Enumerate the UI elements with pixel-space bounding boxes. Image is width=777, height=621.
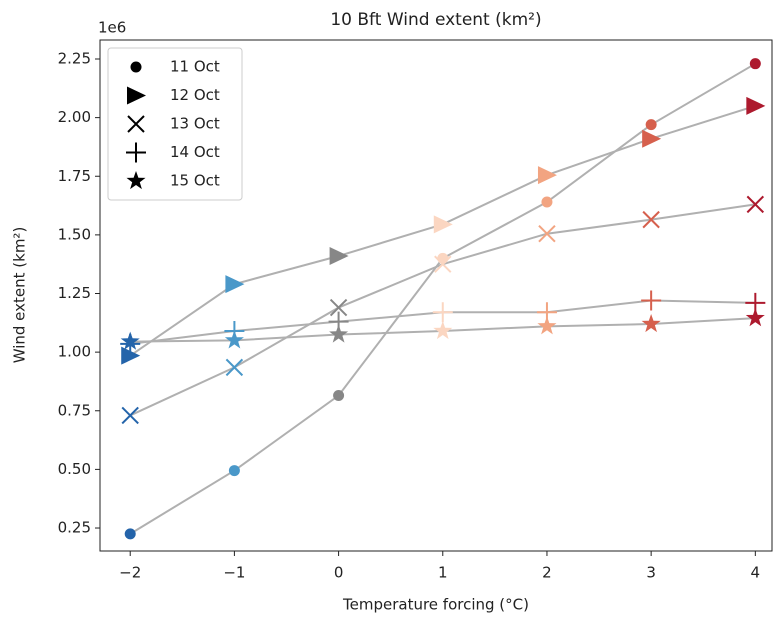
y-tick-label: 1.50 [58, 225, 91, 243]
chart-title: 10 Bft Wind extent (km²) [330, 10, 541, 30]
x-tick-label: 2 [542, 564, 552, 582]
data-point [120, 331, 140, 350]
data-point [333, 390, 345, 402]
x-tick-label: 3 [646, 564, 656, 582]
y-axis-label: Wind extent (km²) [11, 227, 29, 364]
data-point [642, 129, 662, 148]
data-point [746, 96, 766, 115]
data-point [228, 465, 240, 477]
data-point [329, 298, 348, 317]
data-point [645, 119, 657, 131]
x-tick-label: −1 [223, 564, 245, 582]
data-point [537, 166, 557, 185]
legend-label: 15 Oct [170, 172, 220, 190]
y-tick-label: 0.50 [58, 460, 91, 478]
data-point [432, 302, 453, 323]
y-tick-label: 0.25 [58, 519, 91, 537]
legend-marker [127, 86, 146, 105]
data-point [641, 314, 661, 333]
data-point [124, 528, 136, 540]
data-point [538, 224, 556, 243]
y-tick-label: 2.25 [58, 49, 91, 67]
data-point [749, 58, 761, 70]
legend: 11 Oct 12 Oct 13 Oct 14 Oct 15 Oct [107, 47, 243, 201]
legend-box [107, 47, 243, 201]
legend-marker [126, 142, 146, 163]
data-point [224, 330, 244, 349]
x-tick-label: 4 [751, 564, 761, 582]
data-point [329, 324, 349, 343]
x-tick-label: 0 [334, 564, 344, 582]
x-tick-label: −2 [119, 564, 141, 582]
legend-label: 14 Oct [170, 143, 220, 161]
data-point [745, 308, 765, 327]
data-point [537, 316, 557, 335]
axes-frame [99, 39, 773, 552]
legend-label: 13 Oct [170, 115, 220, 133]
data-point [121, 406, 139, 425]
y-tick-label: 1.00 [58, 343, 91, 361]
y-tick-label: 2.00 [58, 108, 91, 126]
data-point [433, 321, 453, 340]
y-tick-label: 1.75 [58, 167, 91, 185]
y-tick-label: 0.75 [58, 401, 91, 419]
data-point [329, 246, 349, 265]
legend-label: 11 Oct [170, 58, 220, 76]
data-point [433, 215, 453, 234]
plot-area [120, 58, 766, 540]
data-point [746, 195, 765, 214]
data-point [437, 252, 449, 264]
legend-marker [127, 115, 145, 133]
y-offset-label: 1e6 [98, 19, 126, 37]
legend-label: 12 Oct [170, 86, 220, 104]
legend-marker [126, 171, 146, 190]
data-point [225, 275, 245, 294]
data-point [541, 196, 553, 208]
data-point [121, 346, 141, 365]
x-axis-label: Temperature forcing (°C) [342, 596, 529, 614]
y-tick-label: 1.25 [58, 284, 91, 302]
data-point [434, 255, 452, 273]
data-point [642, 210, 660, 229]
data-point [225, 358, 244, 377]
data-point [641, 290, 662, 311]
legend-marker [130, 61, 142, 73]
x-tick-label: 1 [438, 564, 448, 582]
